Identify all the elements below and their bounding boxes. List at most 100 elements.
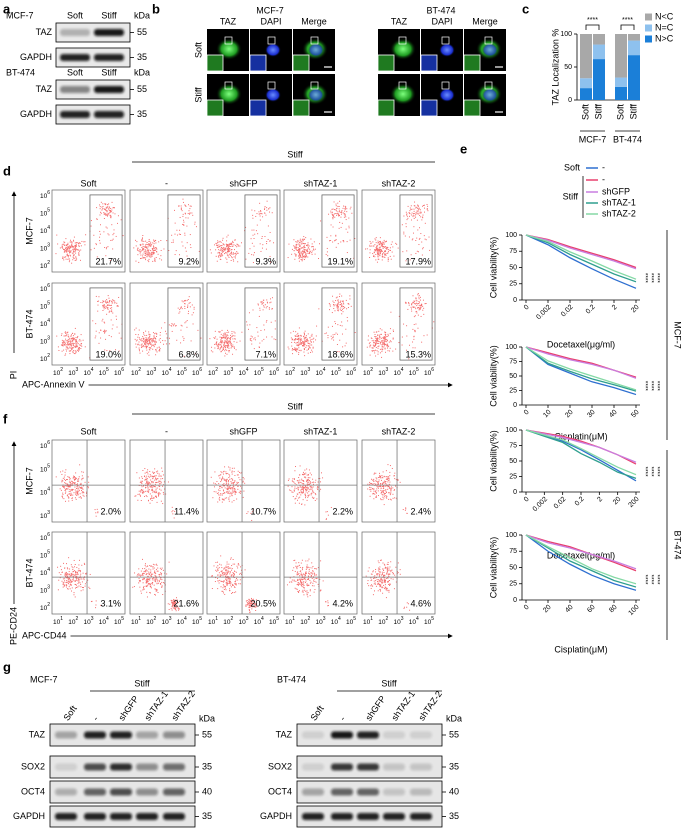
- event: [225, 565, 227, 567]
- event: [101, 206, 103, 208]
- event: [229, 584, 231, 586]
- event: [82, 491, 84, 493]
- event: [64, 485, 66, 487]
- event: [317, 485, 319, 487]
- event: [142, 491, 144, 493]
- event: [157, 570, 159, 572]
- tick-base: 10: [40, 587, 48, 594]
- event: [220, 252, 222, 254]
- event: [70, 584, 72, 586]
- event: [310, 485, 312, 487]
- event: [297, 584, 299, 586]
- event: [372, 347, 374, 349]
- event: [255, 609, 257, 611]
- event: [343, 307, 345, 309]
- event: [301, 342, 303, 344]
- event: [314, 253, 316, 255]
- event: [377, 342, 379, 344]
- event: [223, 580, 225, 582]
- event: [412, 213, 414, 215]
- event: [378, 482, 380, 484]
- event: [409, 207, 411, 209]
- event: [253, 252, 255, 254]
- event: [181, 308, 183, 310]
- event: [227, 337, 229, 339]
- event: [304, 255, 306, 257]
- event: [249, 599, 251, 601]
- event: [172, 323, 174, 325]
- event: [142, 586, 144, 588]
- event: [312, 245, 314, 247]
- event: [149, 493, 151, 495]
- event: [370, 490, 372, 492]
- event: [308, 481, 310, 483]
- event: [221, 472, 223, 474]
- event: [146, 246, 148, 248]
- event: [405, 226, 407, 228]
- event: [219, 250, 221, 252]
- event: [375, 341, 377, 343]
- event: [345, 206, 347, 208]
- event: [141, 246, 143, 248]
- event: [423, 307, 425, 309]
- event: [65, 489, 67, 491]
- event: [377, 353, 379, 355]
- tick-base: 10: [254, 370, 262, 377]
- event: [69, 344, 71, 346]
- event: [218, 347, 220, 349]
- event: [97, 300, 99, 302]
- event: [74, 583, 76, 585]
- event: [269, 207, 271, 209]
- event: [109, 304, 111, 306]
- event: [70, 572, 72, 574]
- event: [68, 493, 70, 495]
- event: [175, 606, 177, 608]
- event: [249, 602, 251, 604]
- event: [301, 582, 303, 584]
- event: [300, 247, 302, 249]
- event: [307, 474, 309, 476]
- event: [234, 255, 236, 257]
- event: [302, 253, 304, 255]
- event: [368, 343, 370, 345]
- event: [416, 250, 418, 252]
- event: [227, 480, 229, 482]
- event: [384, 252, 386, 254]
- event: [61, 350, 63, 352]
- event: [307, 496, 309, 498]
- event: [231, 470, 233, 472]
- event: [94, 509, 96, 511]
- event: [162, 340, 164, 342]
- group-label: BT-474: [613, 134, 642, 144]
- event: [399, 481, 401, 483]
- event: [234, 253, 236, 255]
- event: [235, 591, 237, 593]
- event: [340, 211, 342, 213]
- tick-exponent: 3: [47, 585, 50, 591]
- event: [217, 578, 219, 580]
- event: [377, 253, 379, 255]
- event: [254, 606, 256, 608]
- event: [318, 258, 320, 260]
- event: [373, 346, 375, 348]
- event: [147, 260, 149, 262]
- event: [259, 342, 261, 344]
- event: [254, 603, 256, 605]
- event: [371, 245, 373, 247]
- band: [94, 54, 124, 61]
- event: [149, 343, 151, 345]
- cell-events: [211, 555, 258, 614]
- event: [330, 235, 332, 237]
- event: [75, 574, 77, 576]
- event: [186, 320, 188, 322]
- event: [292, 330, 294, 332]
- event: [237, 579, 239, 581]
- event: [224, 567, 226, 569]
- event: [299, 242, 301, 244]
- event: [253, 238, 255, 240]
- event: [142, 574, 144, 576]
- event: [102, 203, 104, 205]
- event: [305, 340, 307, 342]
- event: [62, 494, 64, 496]
- event: [68, 252, 70, 254]
